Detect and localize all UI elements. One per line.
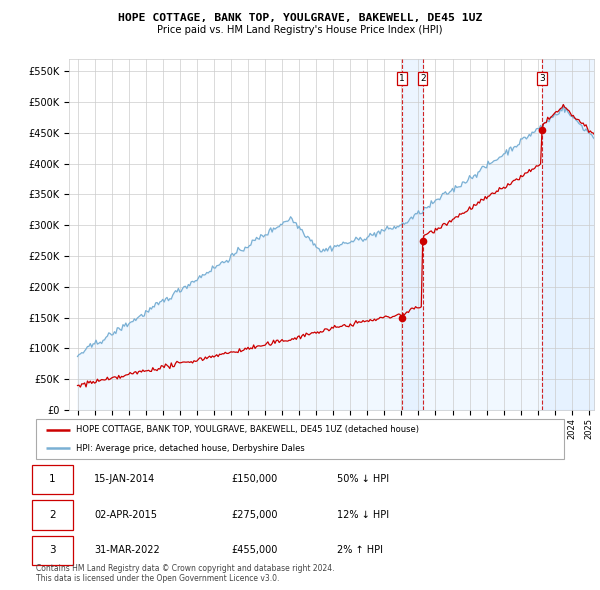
Text: 3: 3 [49,545,56,555]
Text: 2: 2 [420,74,425,83]
Text: 1: 1 [399,74,405,83]
Text: 2% ↑ HPI: 2% ↑ HPI [337,545,383,555]
Text: 31-MAR-2022: 31-MAR-2022 [94,545,160,555]
Text: Price paid vs. HM Land Registry's House Price Index (HPI): Price paid vs. HM Land Registry's House … [157,25,443,35]
Text: 1: 1 [49,474,56,484]
Text: £150,000: £150,000 [232,474,278,484]
Text: Contains HM Land Registry data © Crown copyright and database right 2024.
This d: Contains HM Land Registry data © Crown c… [36,563,335,583]
Text: 2: 2 [49,510,56,520]
Text: HOPE COTTAGE, BANK TOP, YOULGRAVE, BAKEWELL, DE45 1UZ: HOPE COTTAGE, BANK TOP, YOULGRAVE, BAKEW… [118,13,482,23]
FancyBboxPatch shape [32,465,73,494]
Text: HOPE COTTAGE, BANK TOP, YOULGRAVE, BAKEWELL, DE45 1UZ (detached house): HOPE COTTAGE, BANK TOP, YOULGRAVE, BAKEW… [76,425,419,434]
Text: 02-APR-2015: 02-APR-2015 [94,510,157,520]
Text: £275,000: £275,000 [232,510,278,520]
Text: HPI: Average price, detached house, Derbyshire Dales: HPI: Average price, detached house, Derb… [76,444,304,453]
Text: 12% ↓ HPI: 12% ↓ HPI [337,510,389,520]
Text: 3: 3 [539,74,545,83]
Text: £455,000: £455,000 [232,545,278,555]
Text: 15-JAN-2014: 15-JAN-2014 [94,474,155,484]
FancyBboxPatch shape [32,500,73,530]
Text: 50% ↓ HPI: 50% ↓ HPI [337,474,389,484]
FancyBboxPatch shape [32,536,73,565]
